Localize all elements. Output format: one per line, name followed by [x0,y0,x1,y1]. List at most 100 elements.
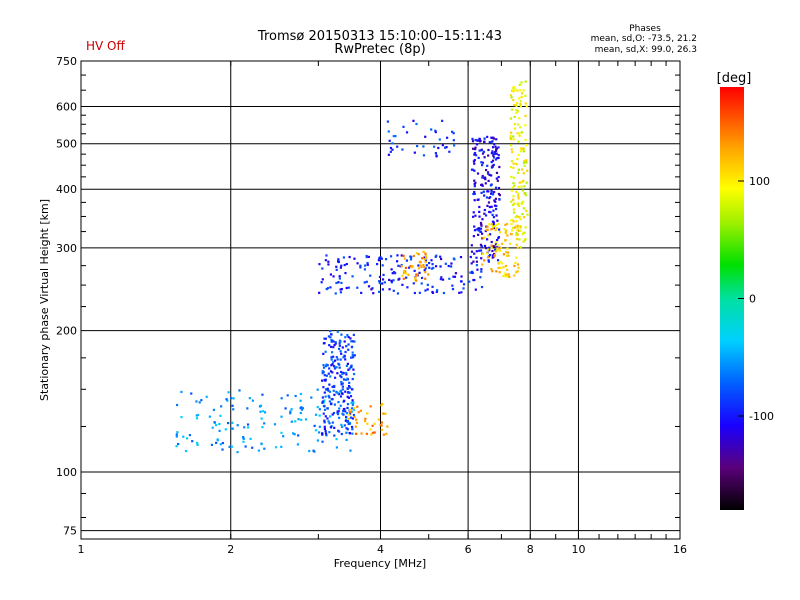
data-point [508,275,511,279]
data-point [497,192,501,196]
data-point [518,134,521,137]
data-point [348,410,352,414]
data-point [296,443,300,446]
data-point [509,134,512,137]
data-point [515,225,518,228]
x-tick-label: 4 [377,543,384,556]
data-point [327,372,330,375]
data-point [351,428,354,431]
data-point [472,235,475,238]
data-point [475,143,479,146]
data-point [473,183,476,186]
data-point [260,442,263,445]
data-point [387,130,390,133]
data-point [435,254,438,257]
data-point [329,415,332,418]
data-point [519,149,522,153]
data-point [371,287,374,290]
data-point [477,233,480,236]
data-point [388,288,391,291]
data-point [428,266,431,269]
data-point [505,222,509,226]
chart-title: Tromsø 20150313 15:10:00–15:11:43 [257,29,502,44]
data-point [335,268,338,271]
data-point [444,146,447,149]
data-point [370,288,373,291]
data-point [357,411,360,414]
data-point [494,241,497,244]
data-point [513,104,516,107]
data-point [326,287,330,290]
data-point [481,252,485,256]
data-point [325,363,328,366]
data-point [424,260,427,264]
colorbar-tick-label: 100 [749,175,770,188]
data-point [498,231,501,234]
data-point [329,345,333,348]
data-point [353,407,356,410]
data-point [520,95,523,99]
data-point [488,141,491,144]
data-point [324,395,327,398]
data-point [481,263,484,266]
data-point [221,441,224,445]
data-point [246,426,250,429]
data-point [230,427,233,430]
data-point [480,257,483,260]
data-point [353,340,356,343]
data-point [212,408,216,411]
data-point [423,258,426,261]
data-point [280,431,283,434]
data-point [331,421,334,424]
data-point [510,175,513,178]
data-point [205,395,208,398]
data-point [224,428,227,431]
data-point [324,415,327,418]
data-point [177,442,180,446]
data-point [480,245,483,248]
data-point [424,254,427,257]
data-point [419,264,422,267]
data-point [334,341,337,344]
data-point [337,401,340,404]
data-point [516,270,519,273]
data-point [498,194,501,197]
data-point [476,268,479,271]
data-point [452,257,455,260]
data-point [497,175,500,179]
data-point [340,432,343,436]
data-point [345,371,348,375]
data-point [470,244,473,247]
y-tick-label: 400 [56,183,77,196]
data-point [521,147,525,150]
data-point [333,376,337,379]
data-point [453,144,456,147]
data-point [260,417,263,420]
data-point [475,264,479,267]
data-point [515,271,518,274]
data-point [492,163,495,167]
data-point [344,350,347,354]
data-point [340,281,343,284]
data-point [329,370,333,373]
data-point [435,154,438,157]
data-point [339,370,343,374]
data-point [331,371,334,374]
data-point [451,287,455,291]
data-point [227,391,230,394]
data-point [497,222,500,226]
data-point [329,333,333,336]
data-point [343,355,346,358]
plot-grid [81,60,680,539]
data-point [388,139,391,142]
data-point [474,181,477,184]
data-point [333,385,336,389]
data-point [413,269,416,272]
data-point [480,270,483,273]
data-point [521,168,524,171]
data-point [329,330,332,333]
data-point [347,343,350,346]
data-point [386,425,389,428]
data-point [249,437,252,440]
data-point [516,226,519,229]
